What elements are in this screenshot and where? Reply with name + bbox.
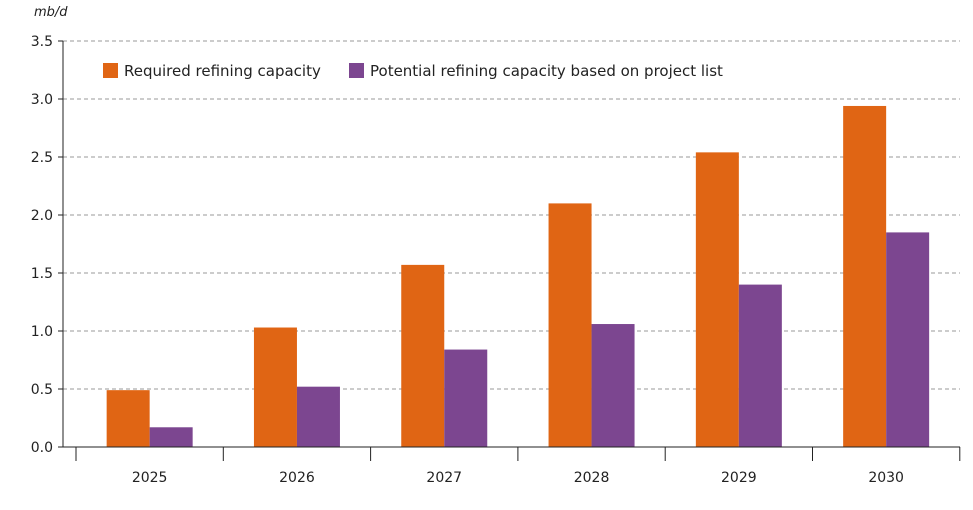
legend-swatch-required bbox=[103, 63, 118, 78]
bar-potential-2025 bbox=[149, 427, 193, 447]
legend: Required refining capacity Potential ref… bbox=[103, 62, 723, 80]
gridlines bbox=[58, 40, 960, 448]
x-tick-label: 2025 bbox=[132, 470, 168, 486]
legend-swatch-potential bbox=[349, 63, 364, 78]
bar-required-2027 bbox=[401, 264, 445, 447]
legend-label-required: Required refining capacity bbox=[124, 62, 321, 80]
bar-potential-2026 bbox=[296, 386, 340, 447]
y-unit-label: mb/d bbox=[34, 5, 68, 20]
x-tick-label: 2028 bbox=[574, 470, 610, 486]
y-tick-label: 2.5 bbox=[31, 150, 53, 166]
y-tick-label: 1.0 bbox=[31, 324, 53, 340]
x-tick-label: 2030 bbox=[868, 470, 904, 486]
y-tick-label: 3.0 bbox=[31, 92, 53, 108]
x-tick-label: 2026 bbox=[279, 470, 315, 486]
y-tick-label: 3.5 bbox=[31, 34, 53, 50]
bar-potential-2029 bbox=[738, 284, 782, 447]
bar-required-2026 bbox=[253, 327, 297, 447]
y-tick-label: 0.0 bbox=[31, 440, 53, 456]
y-tick-label: 1.5 bbox=[31, 266, 53, 282]
bar-required-2028 bbox=[548, 203, 592, 447]
y-tick-label: 0.5 bbox=[31, 382, 53, 398]
bar-required-2025 bbox=[106, 390, 150, 447]
bar-potential-2030 bbox=[886, 232, 930, 447]
y-axis-ticks: 0.0 0.5 1.0 1.5 2.0 2.5 3.0 3.5 bbox=[31, 34, 53, 456]
bar-required-2030 bbox=[843, 105, 887, 448]
bar-required-2029 bbox=[695, 152, 739, 448]
y-tick-label: 2.0 bbox=[31, 208, 53, 224]
bar-potential-2027 bbox=[444, 349, 488, 447]
legend-label-potential: Potential refining capacity based on pro… bbox=[370, 62, 723, 80]
bar-potential-2028 bbox=[591, 324, 635, 447]
x-tick-label: 2029 bbox=[721, 470, 757, 486]
bars bbox=[106, 105, 930, 448]
x-tick-label: 2027 bbox=[426, 470, 462, 486]
x-axis: 2025 2026 2027 2028 2029 2030 bbox=[63, 446, 961, 486]
